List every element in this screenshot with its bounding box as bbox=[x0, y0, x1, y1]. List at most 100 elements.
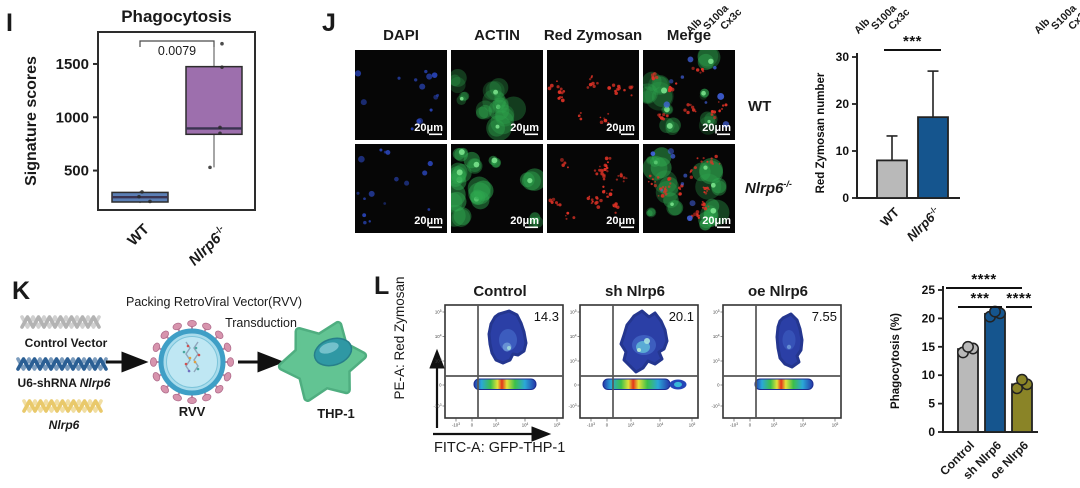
cell-core bbox=[653, 160, 658, 165]
bar bbox=[876, 159, 908, 199]
population-density-core bbox=[786, 344, 792, 350]
retroviral-schematic: Packing RetroViral Vector(RVV) Transduct… bbox=[16, 295, 368, 432]
bar bbox=[917, 116, 949, 199]
zymosan-speck bbox=[564, 214, 567, 217]
flow-tick-label: 105 bbox=[570, 309, 577, 315]
scale-bar bbox=[429, 133, 442, 136]
gate-percentage: 7.55 bbox=[812, 309, 837, 324]
red-zymosan-bar-chart: Red Zymosan number 0 10 20 30 WT Nlrp6-/- *** bbox=[815, 33, 960, 244]
cell-core bbox=[664, 106, 670, 113]
tick-exponent: 4 bbox=[575, 333, 577, 337]
cell-core bbox=[456, 169, 463, 176]
cell-blob bbox=[451, 208, 471, 228]
zymosan-speck bbox=[695, 210, 700, 214]
virus-spike-head bbox=[223, 342, 232, 352]
tick-base: 10 bbox=[800, 423, 805, 428]
population-density-core bbox=[782, 330, 796, 350]
zymosan-speck bbox=[560, 158, 564, 162]
zymosan-speck bbox=[604, 156, 609, 161]
tick-exponent: 3 bbox=[497, 422, 499, 426]
zymosan-speck bbox=[556, 85, 560, 89]
zymosan-speck bbox=[647, 180, 650, 183]
tick-exponent: 3 bbox=[575, 403, 577, 407]
cell-blob bbox=[519, 172, 535, 188]
zymosan-speck bbox=[607, 122, 610, 125]
zymosan-speck bbox=[714, 154, 718, 159]
zymosan-speck bbox=[698, 214, 700, 217]
nucleus-spot bbox=[385, 149, 391, 155]
tick-exponent: 3 bbox=[632, 422, 634, 426]
cell-core bbox=[495, 104, 501, 110]
zymosan-speck bbox=[558, 203, 562, 207]
micrograph-merge-row2: 20μm bbox=[643, 144, 735, 233]
nucleus-spot bbox=[431, 72, 438, 78]
nucleus-spot bbox=[362, 213, 367, 218]
thp1-label: THP-1 bbox=[317, 406, 355, 421]
flow-plot-title: sh Nlrp6 bbox=[604, 283, 665, 300]
zymosan-speck bbox=[566, 211, 570, 215]
flow-tick-label: 0 bbox=[606, 423, 609, 428]
tick-exponent: 4 bbox=[718, 333, 720, 337]
zymosan-speck bbox=[607, 112, 610, 115]
y-tick-label: 30 bbox=[836, 50, 850, 64]
scale-bar bbox=[717, 133, 730, 136]
nucleus-spot bbox=[689, 200, 696, 207]
cell-blob bbox=[475, 100, 495, 120]
zymosan-speck bbox=[718, 162, 721, 165]
data-point bbox=[140, 190, 144, 194]
rna-base bbox=[184, 362, 188, 366]
tick-base: 10 bbox=[435, 310, 440, 315]
zymosan-speck bbox=[703, 206, 708, 211]
cell-blob bbox=[494, 104, 515, 125]
virus-spike-head bbox=[202, 322, 212, 331]
cell-core bbox=[491, 157, 498, 164]
zymosan-speck bbox=[695, 68, 700, 72]
flow-tick-label: -103 bbox=[452, 422, 460, 428]
zymosan-speck bbox=[717, 101, 720, 103]
zymosan-speck bbox=[664, 192, 668, 196]
zymosan-speck bbox=[667, 185, 671, 188]
zymosan-speck bbox=[657, 194, 660, 197]
zymosan-speck bbox=[683, 108, 687, 112]
boxplot-ylabel: Signature scores bbox=[23, 56, 40, 186]
flow-tick-label: 104 bbox=[522, 422, 529, 428]
nucleus-spot bbox=[356, 191, 360, 195]
cell-blob bbox=[643, 83, 658, 104]
zymosan-speck bbox=[614, 91, 618, 96]
tick-base: 10 bbox=[493, 423, 498, 428]
virus-spike-head bbox=[160, 385, 169, 394]
y-tick-label: 10 bbox=[836, 144, 850, 158]
x-category-label: WT bbox=[877, 204, 902, 229]
scale-bar bbox=[621, 226, 634, 229]
rna-base bbox=[186, 344, 190, 348]
zymosan-speck bbox=[563, 161, 567, 165]
flow-tick-label: 105 bbox=[713, 309, 720, 315]
nucleus-spot bbox=[419, 83, 426, 90]
tick-base: 10 bbox=[570, 359, 575, 364]
tick-base: -10 bbox=[568, 404, 575, 409]
thp1-nucleus-highlight bbox=[319, 342, 339, 354]
tick-base: 10 bbox=[689, 423, 694, 428]
micrograph-merge-row1: 20μm bbox=[643, 50, 735, 140]
tick-base: 10 bbox=[832, 423, 837, 428]
tick-exponent: 5 bbox=[718, 309, 720, 313]
nucleus-spot bbox=[683, 173, 688, 178]
zymosan-speck bbox=[710, 113, 714, 116]
zymosan-speck bbox=[603, 118, 608, 123]
data-point bbox=[220, 65, 224, 69]
cell-blob bbox=[697, 53, 715, 71]
zymosan-speck bbox=[611, 83, 616, 87]
zymosan-speck bbox=[654, 75, 659, 80]
significance-stars: **** bbox=[1006, 290, 1031, 307]
zymosan-speck bbox=[694, 110, 697, 113]
flow-tick-label: -103 bbox=[587, 422, 595, 428]
zymosan-speck bbox=[658, 113, 662, 116]
secondary-population-core bbox=[674, 381, 682, 388]
zymosan-speck bbox=[696, 157, 699, 160]
tick-base: -10 bbox=[711, 404, 718, 409]
zymosan-speck bbox=[669, 182, 672, 185]
flow-tick-label: 103 bbox=[435, 358, 442, 364]
zymosan-speck bbox=[622, 176, 626, 180]
